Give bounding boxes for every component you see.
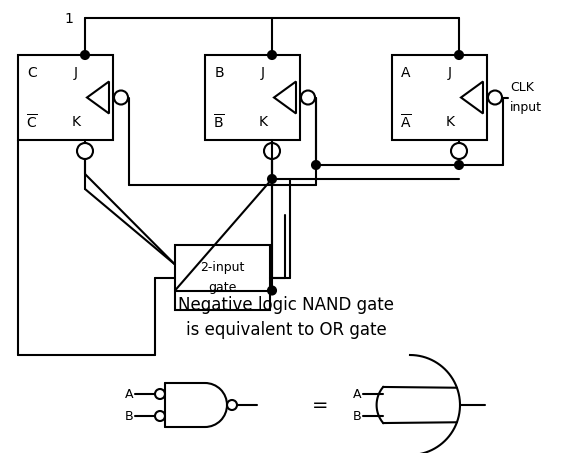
- Text: C: C: [27, 66, 37, 80]
- Text: K: K: [445, 115, 454, 129]
- Bar: [18, 55, 113, 140]
- Text: Negative logic NAND gate: Negative logic NAND gate: [179, 296, 394, 314]
- Text: $\overline{\rm A}$: $\overline{\rm A}$: [401, 113, 412, 131]
- Bar: [175, 245, 270, 310]
- Text: input: input: [510, 101, 542, 114]
- Text: A: A: [352, 387, 361, 400]
- Text: K: K: [72, 115, 80, 129]
- Circle shape: [455, 51, 463, 59]
- Text: A: A: [124, 387, 133, 400]
- Text: B: B: [124, 410, 133, 423]
- Text: B: B: [352, 410, 361, 423]
- Text: CLK: CLK: [510, 81, 534, 94]
- Text: $\overline{\rm B}$: $\overline{\rm B}$: [213, 113, 225, 131]
- Bar: [392, 55, 487, 140]
- Circle shape: [268, 51, 276, 59]
- Circle shape: [81, 51, 89, 59]
- Text: K: K: [258, 115, 268, 129]
- Circle shape: [312, 161, 320, 169]
- Text: J: J: [448, 66, 452, 80]
- Text: J: J: [74, 66, 78, 80]
- Text: B: B: [214, 66, 224, 80]
- Circle shape: [268, 175, 276, 183]
- Text: 1: 1: [64, 12, 73, 26]
- Circle shape: [268, 286, 276, 294]
- Bar: [205, 55, 300, 140]
- Text: gate: gate: [209, 281, 237, 294]
- Text: is equivalent to OR gate: is equivalent to OR gate: [186, 321, 387, 339]
- Text: J: J: [261, 66, 265, 80]
- Text: $\overline{\rm C}$: $\overline{\rm C}$: [26, 113, 38, 131]
- Text: 2-input: 2-input: [201, 261, 245, 274]
- Text: =: =: [312, 395, 328, 414]
- Text: A: A: [401, 66, 411, 80]
- Circle shape: [455, 161, 463, 169]
